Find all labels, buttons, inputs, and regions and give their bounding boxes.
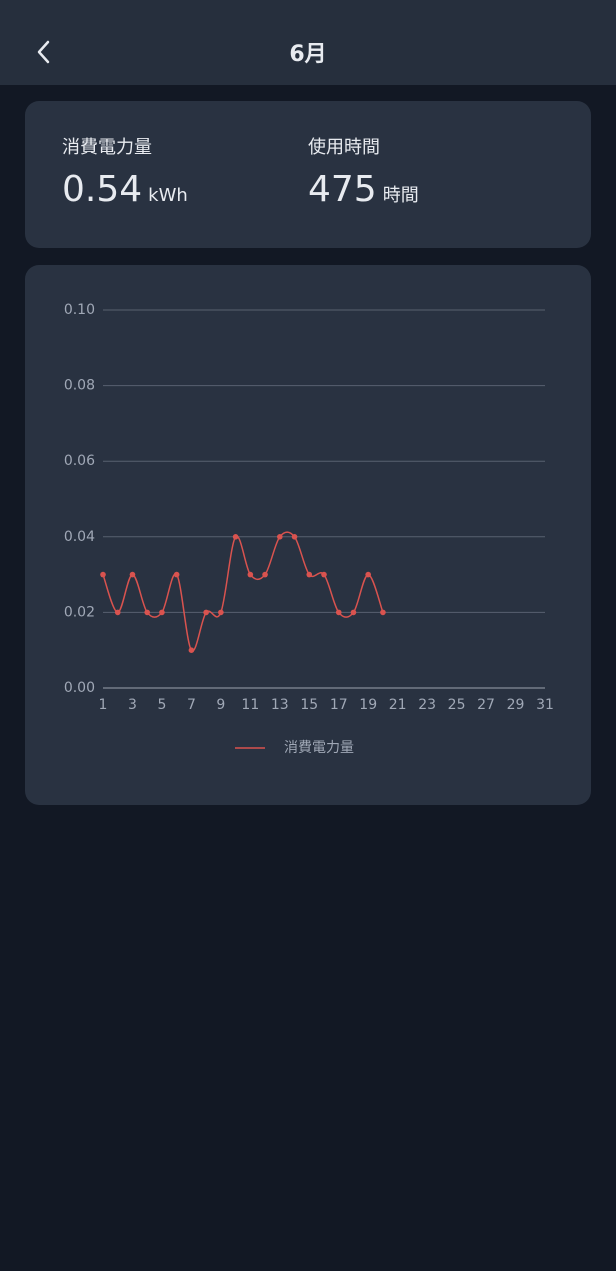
x-tick-label: 25 <box>448 697 466 713</box>
x-tick-label: 15 <box>300 697 318 713</box>
x-tick-label: 1 <box>99 697 108 713</box>
y-tick-label: 0.02 <box>64 604 95 620</box>
x-tick-label: 5 <box>157 697 166 713</box>
back-button[interactable] <box>34 38 54 66</box>
y-tick-label: 0.04 <box>64 529 95 545</box>
point <box>129 571 136 578</box>
stat-value: 475 <box>308 169 377 210</box>
point <box>291 534 298 540</box>
stat: 使用時間 475 時間 <box>308 133 419 210</box>
stat-unit: 時間 <box>382 185 419 206</box>
x-tick-label: 13 <box>271 697 289 713</box>
point <box>350 609 357 616</box>
page-title: 6月 <box>289 42 327 67</box>
x-tick-label: 27 <box>477 697 495 713</box>
point <box>365 571 372 578</box>
x-tick-label: 19 <box>359 697 377 713</box>
x-tick-label: 23 <box>418 697 436 713</box>
stat-value: 0.54 <box>62 169 143 210</box>
x-tick-label: 11 <box>241 697 259 713</box>
x-tick-label: 7 <box>187 697 196 713</box>
stat: 消費電力量 0.54 kWh <box>62 133 188 210</box>
point <box>335 609 342 616</box>
point <box>159 609 165 616</box>
x-tick-label: 21 <box>389 697 407 713</box>
legend-label: 消費電力量 <box>284 740 354 756</box>
x-tick-label: 9 <box>216 697 225 713</box>
stat-label: 消費電力量 <box>62 137 152 158</box>
x-tick-label: 31 <box>536 697 554 713</box>
x-tick-label: 17 <box>330 697 348 713</box>
point <box>232 534 239 540</box>
y-tick-label: 0.06 <box>64 453 95 469</box>
point <box>173 571 180 578</box>
point <box>321 571 327 578</box>
x-tick-label: 3 <box>128 697 137 713</box>
stats-card: 消費電力量 0.54 kWh 使用時間 475 時間 <box>25 101 591 248</box>
x-tick-label: 29 <box>507 697 525 713</box>
header: 6月 <box>0 0 616 85</box>
y-tick-label: 0.00 <box>64 680 95 696</box>
point <box>218 609 224 616</box>
y-tick-label: 0.10 <box>64 302 95 318</box>
chart-card: 0.00 0.02 0.04 0.06 0.08 0.10 1 3 5 7 9 11 13 15 17 19 2… <box>25 265 591 805</box>
point <box>277 534 283 540</box>
point <box>203 609 209 616</box>
point <box>306 571 313 578</box>
point <box>144 609 150 616</box>
chart: 0.000.020.040.060.080.101 3 5 7 9 11 13 15 17 19 2… <box>64 302 554 756</box>
point <box>380 609 386 616</box>
y-tick-label: 0.08 <box>64 378 95 394</box>
point <box>114 609 121 616</box>
point <box>188 647 195 653</box>
line <box>102 531 384 652</box>
stat-unit: kWh <box>148 185 188 206</box>
point <box>262 571 268 578</box>
point <box>247 571 254 578</box>
point <box>100 571 106 578</box>
stat-label: 使用時間 <box>308 137 380 158</box>
